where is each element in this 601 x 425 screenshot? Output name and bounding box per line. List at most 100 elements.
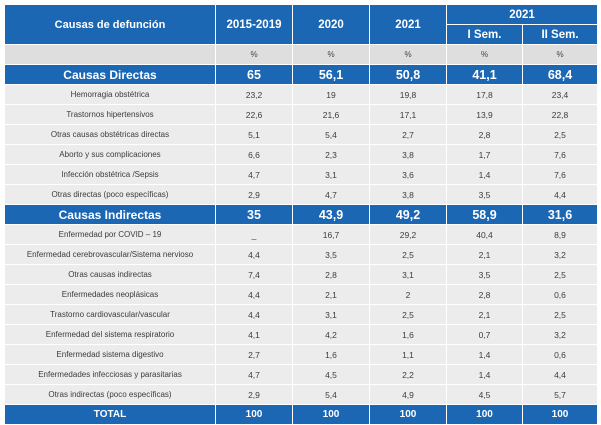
group-value: 41,1	[446, 64, 523, 85]
table-row: Enfermedad por COVID – 19 _ 16,7 29,2 40…	[4, 224, 598, 245]
row-value: 4,4	[215, 304, 293, 325]
group-value: 50,8	[369, 64, 447, 85]
header-sem-1: I Sem.	[446, 24, 523, 45]
row-value: 2,7	[369, 124, 447, 145]
row-value: 3,1	[369, 264, 447, 285]
row-value: 23,4	[522, 84, 598, 105]
group-value: 35	[215, 204, 293, 225]
unit-cell: %	[369, 44, 447, 65]
row-value: 21,6	[292, 104, 370, 125]
row-value: 22,8	[522, 104, 598, 125]
row-value: 6,6	[215, 144, 293, 165]
row-value: 4,7	[292, 184, 370, 205]
row-value: 5,4	[292, 124, 370, 145]
row-value: 19,8	[369, 84, 447, 105]
row-label: Otras causas obstétricas directas	[4, 124, 216, 145]
total-value: 100	[292, 404, 370, 425]
table-row: Enfermedades infecciosas y parasitarias …	[4, 364, 598, 385]
row-value: 0,6	[522, 344, 598, 365]
group-label: Causas Indirectas	[4, 204, 216, 225]
row-value: 29,2	[369, 224, 447, 245]
row-label: Hemorragia obstétrica	[4, 84, 216, 105]
row-value: 5,4	[292, 384, 370, 405]
table-row: Aborto y sus complicaciones 6,6 2,3 3,8 …	[4, 144, 598, 165]
row-label: Aborto y sus complicaciones	[4, 144, 216, 165]
unit-cell: %	[215, 44, 293, 65]
group-row-indirect: Causas Indirectas 35 43,9 49,2 58,9 31,6	[4, 204, 598, 225]
row-value: 2,5	[522, 124, 598, 145]
row-value: 1,6	[292, 344, 370, 365]
header-2021-semesters: 2021	[446, 4, 598, 25]
table-row: Hemorragia obstétrica 23,2 19 19,8 17,8 …	[4, 84, 598, 105]
row-value: 3,5	[292, 244, 370, 265]
row-value: 17,8	[446, 84, 523, 105]
row-value: 2,5	[369, 304, 447, 325]
row-value: 8,9	[522, 224, 598, 245]
row-value: 7,6	[522, 144, 598, 165]
row-value: 7,6	[522, 164, 598, 185]
row-value: 3,8	[369, 184, 447, 205]
row-value: 4,4	[522, 184, 598, 205]
row-value: 3,8	[369, 144, 447, 165]
row-value: 1,4	[446, 364, 523, 385]
row-label: Enfermedades neoplásicas	[4, 284, 216, 305]
row-label: Enfermedad del sistema respiratorio	[4, 324, 216, 345]
header-2015-2019: 2015-2019	[215, 4, 293, 45]
table-row: Otras causas indirectas 7,4 2,8 3,1 3,5 …	[4, 264, 598, 285]
row-value: 4,9	[369, 384, 447, 405]
row-value: 23,2	[215, 84, 293, 105]
row-value: 1,7	[446, 144, 523, 165]
row-value: 2,8	[446, 124, 523, 145]
row-value: 4,7	[215, 364, 293, 385]
table-row: Enfermedad del sistema respiratorio 4,1 …	[4, 324, 598, 345]
table-row: Trastorno cardiovascular/vascular 4,4 3,…	[4, 304, 598, 325]
unit-cell: %	[522, 44, 598, 65]
unit-cell: %	[446, 44, 523, 65]
group-row-direct: Causas Directas 65 56,1 50,8 41,1 68,4	[4, 64, 598, 85]
row-value: 3,1	[292, 164, 370, 185]
row-value: 0,7	[446, 324, 523, 345]
row-label: Otras directas (poco específicas)	[4, 184, 216, 205]
row-value: 2,5	[522, 304, 598, 325]
row-label: Trastorno cardiovascular/vascular	[4, 304, 216, 325]
row-value: 5,7	[522, 384, 598, 405]
group-value: 56,1	[292, 64, 370, 85]
table-row: Enfermedades neoplásicas 4,4 2,1 2 2,8 0…	[4, 284, 598, 305]
group-value: 68,4	[522, 64, 598, 85]
row-value: 4,4	[215, 284, 293, 305]
row-value: 7,4	[215, 264, 293, 285]
row-value: 19	[292, 84, 370, 105]
row-value: 2,1	[292, 284, 370, 305]
row-value: 0,6	[522, 284, 598, 305]
row-value: 2	[369, 284, 447, 305]
row-value: 3,5	[446, 264, 523, 285]
row-value: 4,5	[292, 364, 370, 385]
unit-cell-blank	[4, 44, 216, 65]
row-value: 3,2	[522, 244, 598, 265]
table-row: Otras indirectas (poco específicas) 2,9 …	[4, 384, 598, 405]
row-value: 2,1	[446, 304, 523, 325]
total-value: 100	[369, 404, 447, 425]
table-row: Otras directas (poco específicas) 2,9 4,…	[4, 184, 598, 205]
row-value: 2,2	[369, 364, 447, 385]
row-label: Enfermedad sistema digestivo	[4, 344, 216, 365]
row-value: 3,5	[446, 184, 523, 205]
row-value: 22,6	[215, 104, 293, 125]
unit-cell: %	[292, 44, 370, 65]
total-value: 100	[215, 404, 293, 425]
row-value: 2,8	[292, 264, 370, 285]
header-sem-2: II Sem.	[522, 24, 598, 45]
row-label: Infección obstétrica /Sepsis	[4, 164, 216, 185]
row-value: 4,4	[522, 364, 598, 385]
row-value: 1,4	[446, 344, 523, 365]
row-value: _	[215, 224, 293, 245]
row-value: 1,1	[369, 344, 447, 365]
row-label: Trastornos hipertensivos	[4, 104, 216, 125]
row-value: 1,6	[369, 324, 447, 345]
row-label: Otras indirectas (poco específicas)	[4, 384, 216, 405]
row-value: 4,5	[446, 384, 523, 405]
row-value: 13,9	[446, 104, 523, 125]
total-row: TOTAL 100 100 100 100 100	[4, 404, 598, 425]
group-value: 31,6	[522, 204, 598, 225]
row-value: 16,7	[292, 224, 370, 245]
